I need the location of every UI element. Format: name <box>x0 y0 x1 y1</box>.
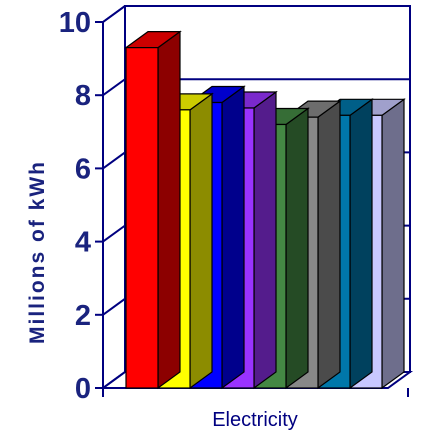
bar-side <box>221 85 245 390</box>
bar-front <box>125 47 159 389</box>
y-tick-label: 8 <box>75 80 91 112</box>
y-tick-label: 6 <box>75 153 91 185</box>
side-wall-top <box>102 5 126 23</box>
x-category-label: Electricity <box>212 409 298 431</box>
y-tick-labels: 0 2 4 6 8 10 <box>59 7 91 405</box>
bar-side <box>285 107 309 390</box>
y-tick-label: 10 <box>59 7 91 39</box>
bar-side <box>253 90 277 390</box>
y-axis-title: Millions of kWh <box>26 160 49 344</box>
y-tick-label: 0 <box>75 373 91 405</box>
bars <box>124 30 406 390</box>
bar-side <box>189 92 213 390</box>
bar-side <box>381 98 405 390</box>
y-tick-label: 2 <box>75 300 91 332</box>
bar-side <box>349 98 373 390</box>
y-tick-label: 4 <box>75 227 91 259</box>
bar-side <box>317 99 341 390</box>
bar <box>124 30 182 390</box>
bar-side <box>157 30 181 390</box>
